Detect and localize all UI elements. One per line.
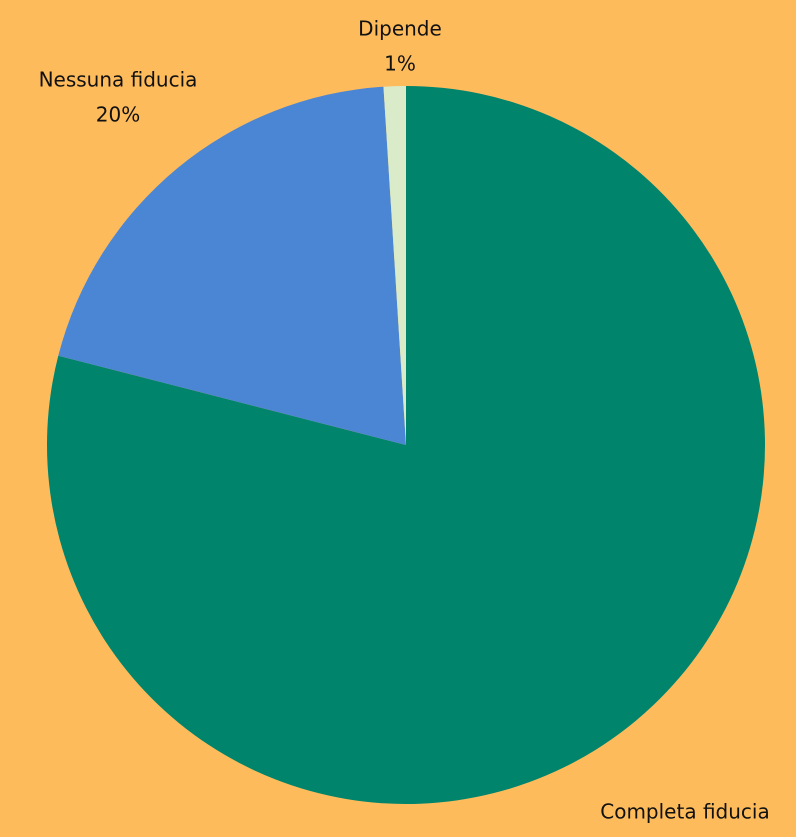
slice-value-label: 1% bbox=[384, 52, 416, 76]
slices bbox=[46, 86, 766, 804]
slice-value-label: 20% bbox=[96, 103, 140, 127]
pie-slice bbox=[58, 86, 406, 445]
pie-slice bbox=[383, 86, 406, 445]
slice-label: Dipende bbox=[358, 17, 442, 41]
slice-label: Nessuna fiducia bbox=[39, 68, 198, 92]
slice-label: Completa fiducia bbox=[600, 800, 769, 824]
slice-value-label: 79% bbox=[663, 835, 707, 837]
labels: Completa fiducia 79% Nessuna fiducia 20% Dip… bbox=[39, 17, 770, 837]
